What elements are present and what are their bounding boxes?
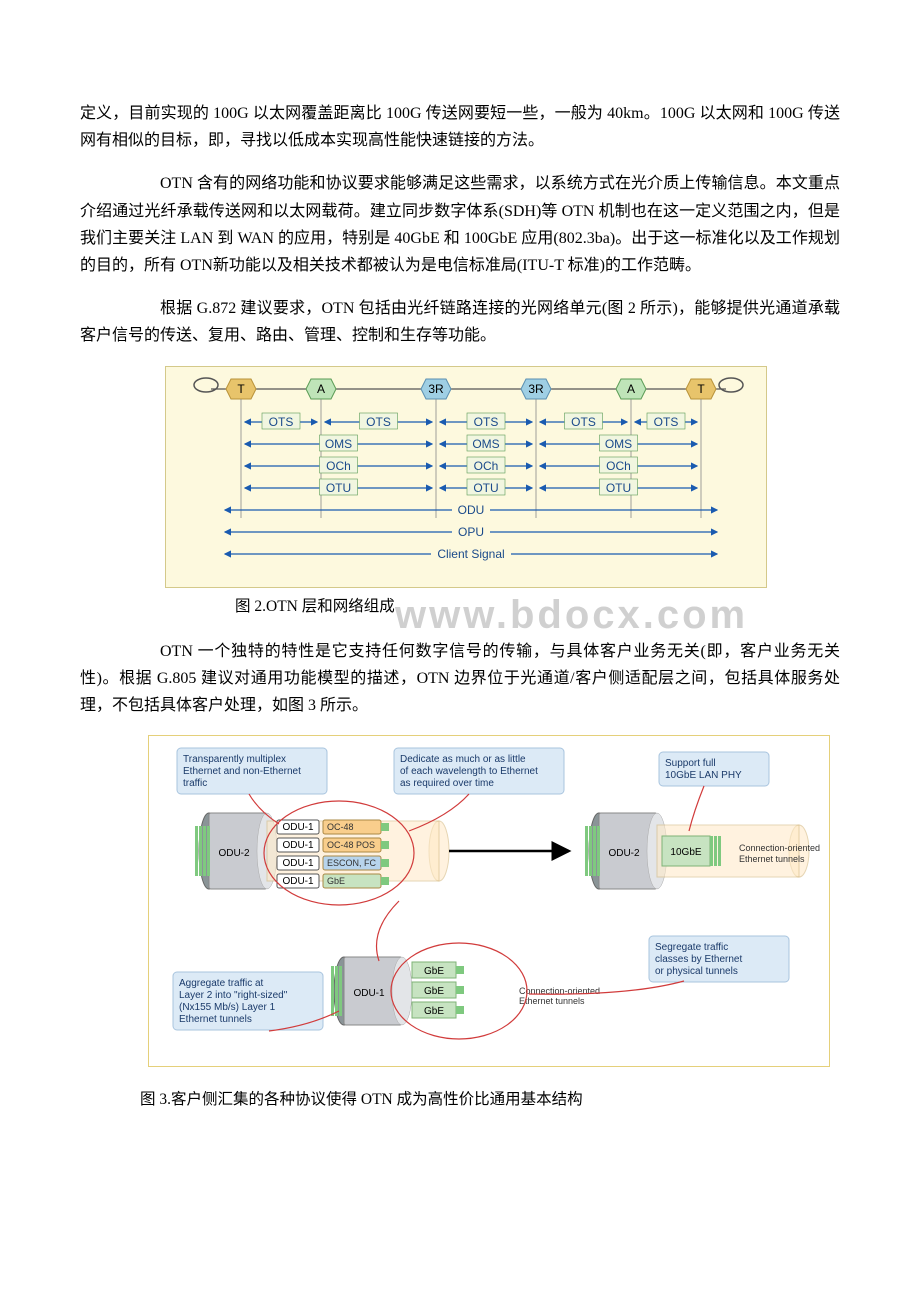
figure-3: Transparently multiplexEthernet and non-… [148,735,830,1067]
svg-text:OC-48 POS: OC-48 POS [327,840,375,850]
svg-text:OTU: OTU [473,481,498,495]
svg-text:OTS: OTS [654,415,679,429]
svg-text:T: T [237,382,245,396]
paragraph-3: 根据 G.872 建议要求，OTN 包括由光纤链路连接的光网络单元(图 2 所示… [80,295,840,349]
svg-text:GbE: GbE [424,966,444,977]
svg-text:OPU: OPU [458,525,484,539]
svg-text:OTS: OTS [474,415,499,429]
figure-2-svg: T A 3R 3R A T OTS OTS OTS OTS OTS OMS OMS OMS OCh OCh O… [166,367,766,587]
svg-text:Aggregate traffic at: Aggregate traffic at [179,978,264,989]
svg-text:GbE: GbE [424,1006,444,1017]
svg-text:Client Signal: Client Signal [437,547,504,561]
paragraph-2: OTN 含有的网络功能和协议要求能够满足这些需求，以系统方式在光介质上传输信息。… [80,170,840,279]
svg-text:Layer 2 into "right-sized": Layer 2 into "right-sized" [179,990,288,1001]
svg-text:A: A [317,382,325,396]
right-device: ODU-2 10GbE Connection-oriented Ethernet… [585,813,820,889]
svg-text:OTS: OTS [571,415,596,429]
figure-3-svg: Transparently multiplexEthernet and non-… [149,736,829,1066]
svg-text:or physical tunnels: or physical tunnels [655,966,738,977]
svg-text:GbE: GbE [424,986,444,997]
svg-text:Transparently multiplex: Transparently multiplex [183,754,286,765]
figure-3-wrap: Transparently multiplexEthernet and non-… [148,735,840,1067]
svg-text:Ethernet tunnels: Ethernet tunnels [179,1014,252,1025]
svg-text:traffic: traffic [183,778,207,789]
figure-2-wrap: T A 3R 3R A T OTS OTS OTS OTS OTS OMS OMS OMS OCh OCh O… [165,366,840,620]
svg-text:classes by Ethernet: classes by Ethernet [655,954,742,965]
figure-2: T A 3R 3R A T OTS OTS OTS OTS OTS OMS OMS OMS OCh OCh O… [165,366,767,588]
svg-text:OCh: OCh [606,459,631,473]
paragraph-1: 定义，目前实现的 100G 以太网覆盖距离比 100G 传送网要短一些，一般为 … [80,100,840,154]
svg-text:T: T [697,382,705,396]
svg-text:OMS: OMS [472,437,499,451]
svg-text:ODU-2: ODU-2 [608,848,640,859]
svg-text:10GbE LAN PHY: 10GbE LAN PHY [665,770,742,781]
svg-text:OCh: OCh [326,459,351,473]
svg-text:10GbE: 10GbE [670,847,701,858]
bottom-device: ODU-1 GbEGbEGbE Connection-oriented Ethe… [331,957,600,1025]
svg-text:(Nx155 Mb/s) Layer 1: (Nx155 Mb/s) Layer 1 [179,1002,276,1013]
svg-text:3R: 3R [528,382,544,396]
left-device: ODU-2 ODU-1 OC-48 ODU-1 OC-48 POS ODU-1 ESCON… [195,813,449,889]
svg-text:3R: 3R [428,382,444,396]
svg-text:OMS: OMS [325,437,352,451]
svg-text:OTU: OTU [606,481,631,495]
svg-text:Segregate traffic: Segregate traffic [655,942,728,953]
svg-text:ESCON, FC: ESCON, FC [327,858,377,868]
svg-text:OMS: OMS [605,437,632,451]
paragraph-4: OTN 一个独特的特性是它支持任何数字信号的传输，与具体客户业务无关(即，客户业… [80,638,840,720]
svg-text:A: A [627,382,635,396]
svg-text:Dedicate as much or as little: Dedicate as much or as little [400,754,526,765]
svg-text:OCh: OCh [474,459,499,473]
svg-text:ODU-1: ODU-1 [282,840,314,851]
svg-text:OTS: OTS [366,415,391,429]
figure-3-caption: 图 3.客户侧汇集的各种协议使得 OTN 成为高性价比通用基本结构 [140,1087,840,1113]
svg-text:ODU-1: ODU-1 [282,876,314,887]
svg-text:GbE: GbE [327,876,345,886]
svg-text:Ethernet tunnels: Ethernet tunnels [739,854,805,864]
svg-text:Ethernet tunnels: Ethernet tunnels [519,996,585,1006]
svg-text:OC-48: OC-48 [327,822,354,832]
svg-text:Connection-oriented: Connection-oriented [739,843,820,853]
svg-text:OTU: OTU [326,481,351,495]
svg-text:Support full: Support full [665,758,716,769]
svg-text:Ethernet and non-Ethernet: Ethernet and non-Ethernet [183,766,301,777]
svg-text:OTS: OTS [269,415,294,429]
svg-text:ODU-1: ODU-1 [353,988,385,999]
svg-text:ODU-1: ODU-1 [282,822,314,833]
figure-2-caption: 图 2.OTN 层和网络组成 [235,594,840,620]
svg-text:ODU: ODU [458,503,485,517]
svg-text:as required over time: as required over time [400,778,494,789]
svg-text:ODU-1: ODU-1 [282,858,314,869]
document-page: 定义，目前实现的 100G 以太网覆盖距离比 100G 传送网要短一些，一般为 … [0,0,920,1302]
svg-text:of each wavelength to Ethernet: of each wavelength to Ethernet [400,766,538,777]
svg-text:ODU-2: ODU-2 [218,848,250,859]
